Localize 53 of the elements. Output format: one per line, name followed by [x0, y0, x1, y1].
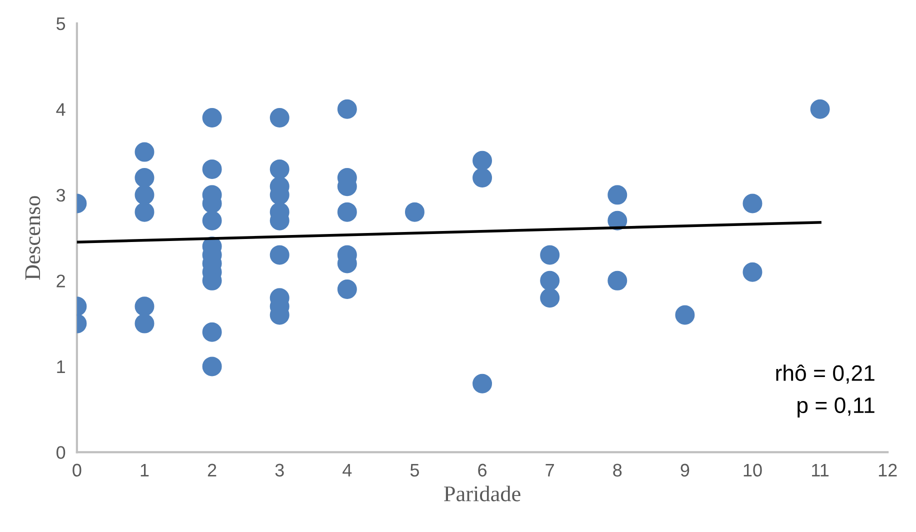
point	[472, 150, 492, 170]
point	[404, 202, 424, 222]
x-tick-label: 3	[275, 464, 284, 477]
point	[134, 296, 154, 316]
point	[202, 210, 222, 230]
x-tick-label: 1	[140, 464, 149, 476]
point	[675, 305, 695, 325]
point	[742, 262, 762, 282]
y-tick-label: 3	[56, 188, 66, 202]
point	[540, 245, 560, 265]
point	[472, 168, 492, 188]
point	[608, 270, 628, 290]
point	[540, 288, 560, 308]
annotation: rhô = 0,21	[776, 364, 874, 384]
y-axis-title: Descenso	[25, 196, 40, 280]
x-tick-label: 6	[478, 464, 486, 477]
point	[134, 314, 154, 334]
point	[337, 99, 357, 119]
y-tick-label: 1	[57, 360, 65, 373]
point	[134, 185, 154, 205]
point	[742, 194, 762, 214]
point	[134, 142, 154, 162]
point	[270, 108, 290, 128]
x-tick-label: 4	[342, 464, 352, 476]
point	[337, 202, 357, 222]
x-tick-label: 0	[72, 464, 82, 477]
point	[270, 159, 290, 179]
x-axis-title: Paridade	[444, 486, 520, 502]
y-tick-label: 5	[56, 18, 66, 30]
point	[608, 185, 628, 205]
annotation: p = 0,11	[798, 397, 874, 418]
x-tick-label: 9	[680, 464, 690, 477]
x-tick-label: 10	[744, 464, 762, 477]
point	[810, 99, 830, 119]
y-tick-label: 4	[56, 103, 66, 116]
x-tick-label: 7	[546, 464, 554, 476]
point	[202, 356, 222, 376]
point	[134, 168, 154, 188]
point	[202, 322, 222, 342]
point	[270, 245, 290, 265]
x-tick-label: 8	[613, 464, 622, 477]
y-tick-label: 2	[56, 274, 65, 288]
x-tick-label: 12	[878, 464, 897, 476]
x-tick-label: 5	[410, 464, 419, 477]
point	[472, 374, 492, 394]
point	[540, 270, 560, 290]
y-tick-label: 0	[56, 446, 66, 459]
point	[134, 202, 154, 222]
point	[337, 280, 357, 300]
x-tick-label: 2	[208, 464, 216, 476]
point	[202, 108, 222, 128]
point	[202, 159, 222, 179]
x-tick-label: 11	[812, 464, 829, 476]
